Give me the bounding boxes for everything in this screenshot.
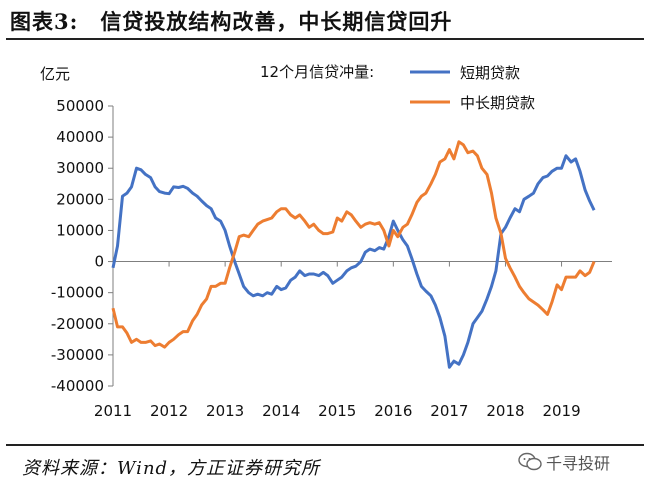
x-tick-label: 2012 — [150, 402, 188, 420]
x-tick-label: 2015 — [318, 402, 356, 420]
bottom-rule — [6, 444, 644, 446]
legend-label: 短期贷款 — [460, 64, 520, 82]
x-tick-label: 2017 — [430, 402, 468, 420]
x-axis: 2011 2012 2013 2014 2015 2016 2017 2018 2019 — [94, 261, 612, 420]
series-line-long-term-loans — [111, 140, 596, 349]
watermark-text: 千寻投研 — [546, 454, 611, 473]
x-tick-label: 2013 — [206, 402, 244, 420]
figure-number: 图表3: — [10, 9, 79, 34]
x-tick-label: 2016 — [374, 402, 412, 420]
x-tick-label: 2019 — [542, 402, 580, 420]
x-tick-label: 2018 — [486, 402, 524, 420]
y-tick-label: 40000 — [56, 128, 104, 146]
y-axis: 50000 40000 30000 20000 10000 0 -10000 -20000 -3… — [51, 97, 114, 395]
y-tick-label: -10000 — [51, 284, 104, 302]
y-tick-label: 10000 — [56, 221, 104, 239]
legend-label: 中长期贷款 — [460, 94, 535, 112]
x-tick-label: 2014 — [262, 402, 300, 420]
top-rule — [6, 38, 644, 40]
y-tick-label: 30000 — [56, 159, 104, 177]
figure-title: 图表3: 信贷投放结构改善，中长期信贷回升 — [10, 6, 452, 36]
wechat-icon — [518, 452, 542, 471]
y-tick-label: 0 — [94, 253, 104, 271]
chart-subtitle: 12个月信贷冲量: — [260, 63, 374, 81]
series-lines — [111, 140, 596, 369]
watermark: 千寻投研 — [518, 450, 610, 474]
source-note: 资料来源：Wind，方正证券研究所 — [22, 458, 321, 479]
y-tick-label: -30000 — [51, 346, 104, 364]
y-axis-unit: 亿元 — [40, 65, 70, 83]
y-tick-label: 20000 — [56, 190, 104, 208]
x-tick-label: 2011 — [94, 402, 132, 420]
y-tick-label: -20000 — [51, 315, 104, 333]
series-line-short-term-loans — [111, 154, 596, 369]
y-tick-label: 50000 — [56, 97, 104, 115]
chart: 50000 40000 30000 20000 10000 0 -10000 -20000 -3… — [40, 63, 612, 420]
y-tick-label: -40000 — [51, 377, 104, 395]
figure-title-text: 信贷投放结构改善，中长期信贷回升 — [100, 9, 453, 34]
